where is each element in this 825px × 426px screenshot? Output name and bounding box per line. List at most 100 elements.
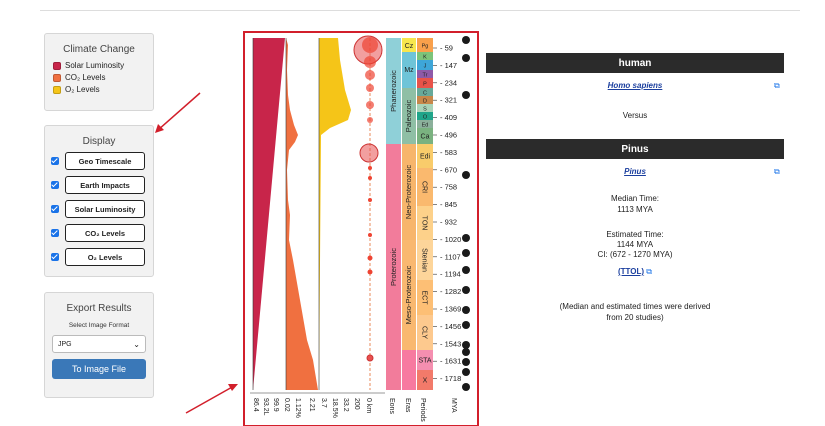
- tree-node-dot[interactable]: [462, 321, 470, 329]
- era-label-meso-proterozoic: Meso-Proterozoic: [404, 265, 413, 324]
- mya-tick-label: - 1020: [440, 235, 461, 244]
- impact-markers: [353, 35, 383, 362]
- period-d: [417, 96, 433, 104]
- top-divider: [40, 10, 800, 11]
- display-option: Solar Luminosity: [51, 199, 153, 219]
- taxon2-header: Pinus: [486, 139, 784, 159]
- era-label-mz: Mz: [404, 67, 414, 74]
- impact-marker: [367, 117, 373, 123]
- tree-node-dot[interactable]: [462, 383, 470, 391]
- mya-tick-label: - 1631: [440, 357, 461, 366]
- tree-node-dot[interactable]: [462, 36, 470, 44]
- mya-tick-label: - 845: [440, 200, 457, 209]
- impact-marker: [368, 166, 372, 170]
- period-label: C: [423, 91, 427, 97]
- bottom-axis-label: 1.12%: [294, 398, 301, 418]
- display-option: Geo Timescale: [51, 151, 153, 171]
- impact-marker: [362, 37, 378, 53]
- impact-marker: [364, 56, 376, 68]
- chevron-down-icon: ⌄: [133, 339, 140, 349]
- display-checkbox[interactable]: [51, 253, 59, 261]
- era-mz: [402, 52, 416, 88]
- external-link-icon[interactable]: ⧉: [774, 167, 780, 176]
- bottom-axis-label: MYA: [450, 398, 457, 413]
- taxon1-link[interactable]: Homo sapiens: [486, 81, 784, 90]
- display-toggle-button[interactable]: O₂ Levels: [65, 248, 145, 266]
- taxon2-link[interactable]: Pinus: [486, 167, 784, 176]
- taxon1-link-text[interactable]: Homo sapiens: [607, 81, 663, 90]
- period-stenian: [417, 240, 433, 280]
- impact-marker: [368, 198, 372, 202]
- eon-label-phanerozoic: Phanerozoic: [389, 70, 398, 112]
- display-checkbox[interactable]: [51, 229, 59, 237]
- tree-node-dot[interactable]: [462, 306, 470, 314]
- display-toggle-button[interactable]: Solar Luminosity: [65, 200, 145, 218]
- period-s: [417, 104, 433, 112]
- mya-tick-label: - 59: [440, 44, 453, 53]
- display-toggle-button[interactable]: CO₂ Levels: [65, 224, 145, 242]
- export-title: Export Results: [66, 303, 132, 314]
- period-label: TON: [421, 216, 428, 231]
- external-link-icon[interactable]: ⧉: [774, 81, 780, 90]
- period-j: [417, 60, 433, 70]
- tree-node-dot[interactable]: [462, 171, 470, 179]
- mya-tick-label: - 758: [440, 183, 457, 192]
- co2-levels-area: [286, 38, 318, 390]
- to-image-file-button[interactable]: To Image File: [52, 359, 146, 379]
- period-label: O: [423, 115, 428, 121]
- era-label-paleozoic: Paleozoic: [404, 99, 413, 132]
- mya-tick-label: - 409: [440, 113, 457, 122]
- mya-tick-label: - 1194: [440, 270, 461, 279]
- chart-highlight-border: [243, 31, 479, 426]
- external-link-icon[interactable]: ⧉: [646, 267, 653, 276]
- tree-node-dot[interactable]: [462, 358, 470, 366]
- o2-levels-area: [319, 38, 351, 390]
- period-label: ECT: [421, 291, 428, 306]
- format-label: Select Image Format: [68, 322, 130, 329]
- solar-luminosity-area: [253, 38, 285, 390]
- display-option: CO₂ Levels: [51, 223, 153, 243]
- display-checkbox[interactable]: [51, 181, 59, 189]
- period-label: STA: [418, 358, 431, 365]
- mya-tick-label: - 1456: [440, 322, 461, 331]
- mya-tick-label: - 932: [440, 218, 457, 227]
- tree-node-dot[interactable]: [462, 249, 470, 257]
- display-toggle-button[interactable]: Geo Timescale: [65, 152, 145, 170]
- tree-node-dot[interactable]: [462, 348, 470, 356]
- legend-swatch: [53, 73, 61, 82]
- ttol-link-text[interactable]: (TTOL): [617, 267, 645, 276]
- impact-marker: [368, 233, 372, 237]
- display-checkbox[interactable]: [51, 157, 59, 165]
- format-value: JPG: [58, 340, 72, 348]
- period-label: CRI: [421, 181, 428, 193]
- display-checkbox[interactable]: [51, 205, 59, 213]
- legend-swatch: [53, 85, 61, 94]
- climate-change-title: Climate Change: [63, 44, 135, 55]
- ttol-link[interactable]: (TTOL) ⧉: [486, 267, 784, 277]
- eon-phanerozoic: [386, 38, 401, 144]
- display-toggle-button[interactable]: Earth Impacts: [65, 176, 145, 194]
- impact-marker: [367, 255, 373, 261]
- tree-node-dot[interactable]: [462, 368, 470, 376]
- period-label: S: [423, 107, 427, 113]
- tree-node-dot[interactable]: [462, 91, 470, 99]
- estimated-value: 1144 MYA: [616, 240, 654, 249]
- era-paleozoic: [402, 88, 416, 144]
- tree-node-dot[interactable]: [462, 286, 470, 294]
- format-select[interactable]: JPG ⌄: [52, 335, 146, 353]
- era-paleo-proterozoic: [402, 350, 416, 390]
- legend-swatch: [53, 61, 61, 70]
- mya-tick-label: - 1282: [440, 287, 461, 296]
- taxon2-link-text[interactable]: Pinus: [624, 167, 646, 176]
- tree-node-dot[interactable]: [462, 54, 470, 62]
- mya-tick-label: - 1543: [440, 339, 461, 348]
- bottom-axis-label: Eras: [404, 398, 411, 413]
- tree-node-dot[interactable]: [462, 266, 470, 274]
- eon-proterozoic: [386, 144, 401, 390]
- tree-node-dot[interactable]: [462, 234, 470, 242]
- era-label-neo-proterozoic: Neo-Proterozoic: [404, 165, 413, 219]
- tree-node-dot[interactable]: [462, 341, 470, 349]
- period-label: K: [423, 55, 427, 61]
- period-label: Tr: [423, 73, 428, 79]
